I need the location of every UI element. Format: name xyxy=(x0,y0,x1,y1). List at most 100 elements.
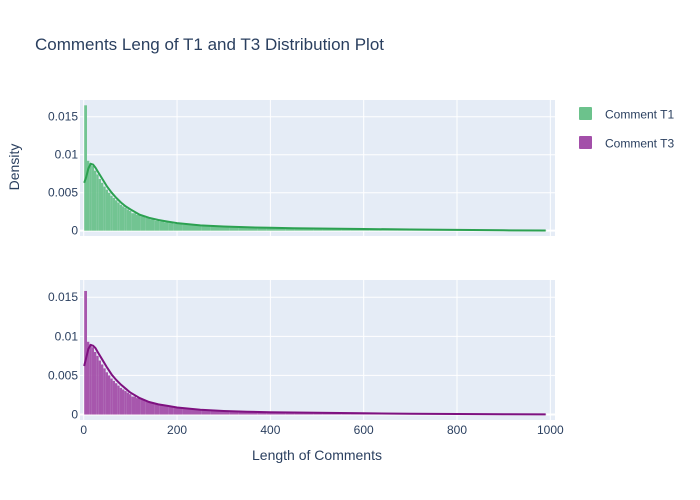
y-tick-label-t3: 0 xyxy=(71,408,78,422)
kde-line-t3 xyxy=(83,343,546,416)
y-tick-label-t3: 0.015 xyxy=(48,290,78,304)
histogram-bar xyxy=(275,412,286,415)
histogram-bar xyxy=(126,209,129,231)
x-axis-title: Length of Comments xyxy=(252,447,382,463)
histogram-bar xyxy=(201,226,211,231)
x-tick-label: 600 xyxy=(354,423,374,437)
legend-label-comment-t3: Comment T3 xyxy=(605,137,674,151)
histogram-bar xyxy=(247,227,258,231)
histogram-bar xyxy=(110,195,113,231)
histogram-bar xyxy=(229,227,239,231)
histogram-bar xyxy=(98,179,101,231)
histogram-bar xyxy=(89,344,92,415)
histogram-bar xyxy=(238,411,248,415)
histogram-bar xyxy=(322,228,332,231)
histogram-bar xyxy=(154,404,160,415)
histogram-bar xyxy=(112,198,115,231)
histogram-bar xyxy=(159,221,164,231)
x-tick-label: 0 xyxy=(80,423,87,437)
histogram-bar xyxy=(93,170,97,231)
histogram-bar xyxy=(163,405,169,415)
histogram-bar xyxy=(103,186,106,231)
histogram-bar xyxy=(100,364,104,415)
histogram-bar xyxy=(126,392,129,415)
histogram-bar xyxy=(210,410,220,415)
histogram-bar xyxy=(313,228,323,231)
histogram-bar xyxy=(112,380,115,415)
legend-swatch-comment-t3 xyxy=(579,136,592,149)
y-tick-label-t3: 0.005 xyxy=(48,368,78,382)
histogram-bar xyxy=(275,228,286,231)
histogram-bar xyxy=(119,387,122,415)
histogram-bar xyxy=(191,225,202,231)
legend-item-comment-t1[interactable]: Comment T1 xyxy=(579,107,674,122)
histogram-bar xyxy=(96,174,99,231)
y-tick-label-t1: 0.015 xyxy=(48,110,78,124)
histogram-bar xyxy=(140,399,146,415)
histogram-bar xyxy=(107,375,111,415)
histogram-bar xyxy=(89,163,92,231)
histogram-bar xyxy=(149,402,155,415)
histogram-bar xyxy=(103,368,106,415)
histogram-bar xyxy=(266,412,276,415)
plot-background-t1 xyxy=(80,100,555,236)
histogram-bar xyxy=(114,383,118,415)
x-axis-ticks: 0 200 400 600 800 1000 xyxy=(80,423,564,437)
x-tick-label: 400 xyxy=(260,423,280,437)
chart-title: Comments Leng of T1 and T3 Distribution … xyxy=(35,35,384,54)
legend: Comment T1 Comment T3 xyxy=(579,107,674,151)
histogram-bar xyxy=(96,355,99,415)
histogram-bar xyxy=(110,378,113,415)
histogram-bar xyxy=(100,182,104,231)
top-panel-comment-t1: 0 0.005 0.01 0.015 xyxy=(48,100,555,238)
histogram-bar xyxy=(285,412,295,415)
histogram-bar xyxy=(131,213,136,231)
histogram-bar xyxy=(149,219,155,231)
histogram-bar xyxy=(154,220,160,231)
histogram-bar xyxy=(266,228,276,231)
plot-background-t3 xyxy=(80,280,555,420)
histogram-bar xyxy=(168,406,174,415)
legend-label-comment-t1: Comment T1 xyxy=(605,108,674,122)
histogram-bar xyxy=(86,341,90,415)
histogram-bar xyxy=(145,401,150,415)
histogram-bar xyxy=(121,206,125,231)
histogram-bar xyxy=(124,391,127,415)
kde-line-t1 xyxy=(83,162,546,232)
histogram-bar xyxy=(201,409,211,415)
histogram-bar xyxy=(84,105,87,231)
histogram-bar xyxy=(135,214,141,231)
histogram-bar xyxy=(159,405,164,415)
histogram-bar xyxy=(128,394,132,415)
legend-item-comment-t3[interactable]: Comment T3 xyxy=(579,136,674,151)
histogram-bar xyxy=(285,228,295,231)
histogram-bar xyxy=(98,360,101,415)
histogram-bar xyxy=(163,222,169,231)
histogram-bar xyxy=(124,207,127,231)
histogram-bar xyxy=(84,290,87,415)
x-tick-label: 200 xyxy=(167,423,187,437)
histogram-bar xyxy=(145,217,150,231)
histogram-bar xyxy=(168,223,174,231)
histogram-bar xyxy=(135,398,141,415)
y-tick-label-t3: 0.01 xyxy=(55,329,79,343)
histogram-bar xyxy=(257,411,267,415)
y-tick-label-t1: 0 xyxy=(71,224,78,238)
y-tick-label-t1: 0.005 xyxy=(48,186,78,200)
histogram-bar xyxy=(219,226,230,231)
bottom-panel-comment-t3: 0 0.005 0.01 0.015 xyxy=(48,280,555,422)
histogram-bar xyxy=(119,204,122,231)
x-tick-label: 1000 xyxy=(537,423,564,437)
histogram-bar xyxy=(114,200,118,231)
histogram-bar xyxy=(238,227,248,231)
histogram-bar xyxy=(210,226,220,231)
histogram-bar xyxy=(117,385,120,415)
histogram-bar xyxy=(331,228,342,231)
x-tick-label: 800 xyxy=(447,423,467,437)
histogram-bar xyxy=(91,166,94,231)
histogram-bar xyxy=(121,389,125,415)
histogram-bar xyxy=(105,372,108,415)
histogram-bar xyxy=(219,410,230,415)
histogram-bar xyxy=(128,210,132,231)
